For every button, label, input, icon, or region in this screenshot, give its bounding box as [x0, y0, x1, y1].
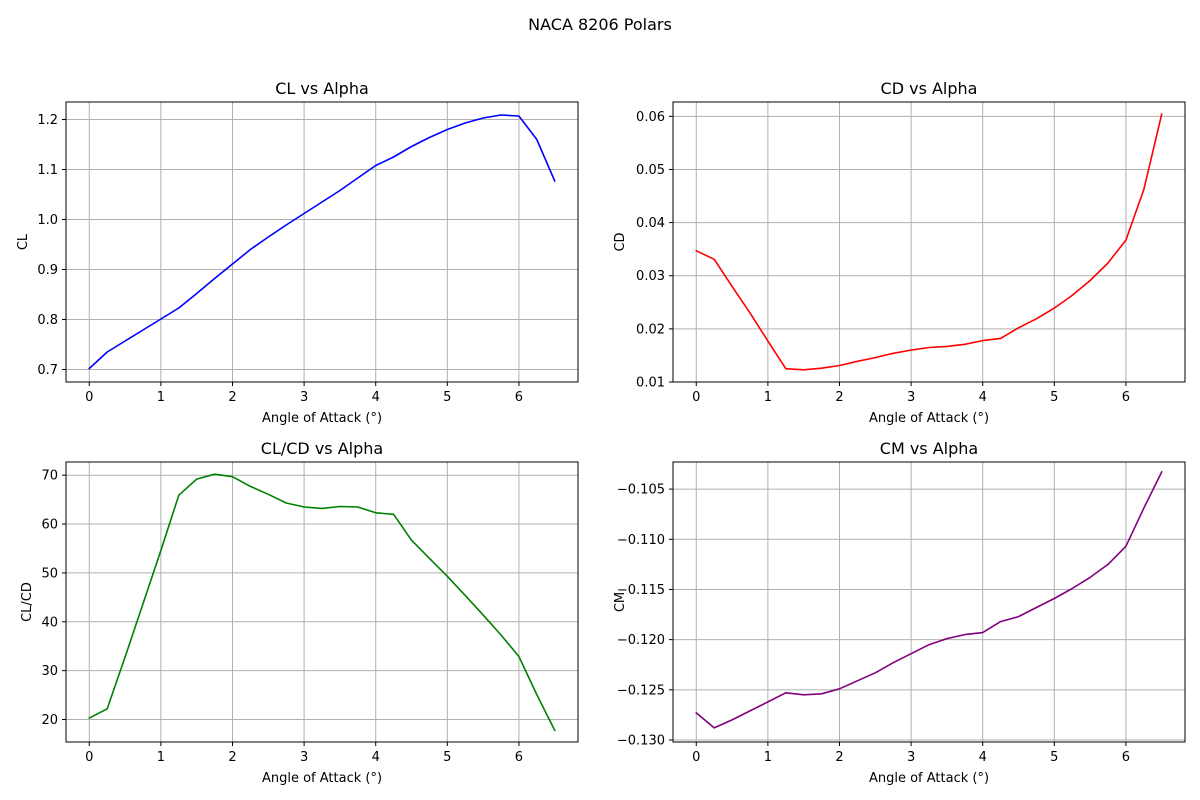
y-tick-label: −0.105 [617, 483, 665, 498]
plot-frame [65, 101, 579, 383]
x-tick-label: 2 [228, 390, 236, 405]
x-tick-label: 5 [443, 750, 451, 765]
y-tick-label: −0.110 [617, 533, 665, 548]
y-tick-label: −0.115 [617, 583, 665, 598]
x-tick-label: 5 [443, 390, 451, 405]
x-tick-label: 4 [979, 390, 987, 405]
y-tick-label: 0.01 [636, 376, 665, 391]
series-line [695, 470, 1163, 729]
subplot-title: CL/CD vs Alpha [261, 439, 383, 458]
y-axis-label: CL [16, 233, 31, 250]
subplot-3: 0 1 2 3 4 5 6 20 30 40 50 60 70 CL/CD vs Alpha Angle o… [20, 439, 579, 786]
y-tick-label: 0.03 [636, 269, 665, 284]
subplot-title: CM vs Alpha [880, 439, 978, 458]
y-tick-label: 30 [41, 664, 58, 679]
x-tick-label: 1 [157, 390, 165, 405]
y-tick-label: 1.1 [37, 163, 58, 178]
y-tick-label: 1.0 [37, 213, 58, 228]
series-line [88, 114, 556, 370]
y-tick-label: 0.02 [636, 322, 665, 337]
x-axis-label: Angle of Attack (°) [262, 771, 382, 786]
x-tick-label: 2 [835, 750, 843, 765]
x-tick-label: 3 [907, 750, 915, 765]
x-tick-label: 6 [1122, 750, 1130, 765]
x-tick-label: 5 [1050, 390, 1058, 405]
x-tick-label: 6 [1122, 390, 1130, 405]
plot-frame [672, 101, 1186, 383]
x-tick-label: 1 [764, 390, 772, 405]
x-tick-label: 0 [692, 390, 700, 405]
x-tick-label: 4 [372, 390, 380, 405]
x-tick-label: 1 [157, 750, 165, 765]
y-tick-label: 0.8 [37, 313, 58, 328]
y-tick-label: 60 [41, 518, 58, 533]
y-tick-label: 40 [41, 615, 58, 630]
y-tick-label: 50 [41, 566, 58, 581]
x-tick-label: 2 [228, 750, 236, 765]
plot-frame [65, 461, 579, 743]
y-tick-label: 0.7 [37, 363, 58, 378]
y-tick-label: 0.06 [636, 110, 665, 125]
series-line [695, 113, 1163, 371]
subplot-4: 0 1 2 3 4 5 6 −0.130 −0.125 −0.120 −0.115 −0.110 −0.… [613, 439, 1186, 786]
x-tick-label: 5 [1050, 750, 1058, 765]
x-tick-label: 0 [85, 750, 93, 765]
x-axis-label: Angle of Attack (°) [262, 411, 382, 426]
x-axis-label: Angle of Attack (°) [869, 411, 989, 426]
y-tick-label: 20 [41, 713, 58, 728]
x-tick-label: 2 [835, 390, 843, 405]
y-axis-label: CM [613, 592, 628, 612]
figure-title: NACA 8206 Polars [528, 15, 672, 34]
x-tick-label: 6 [515, 390, 523, 405]
y-axis-label: CL/CD [20, 582, 35, 622]
x-tick-label: 3 [907, 390, 915, 405]
x-tick-label: 0 [85, 390, 93, 405]
x-tick-label: 3 [300, 390, 308, 405]
y-axis-label: CD [613, 232, 628, 251]
y-tick-label: 0.05 [636, 163, 665, 178]
y-tick-label: 0.9 [37, 263, 58, 278]
x-axis-label: Angle of Attack (°) [869, 771, 989, 786]
x-tick-label: 3 [300, 750, 308, 765]
x-tick-label: 1 [764, 750, 772, 765]
series-line [88, 473, 556, 732]
y-tick-label: −0.130 [617, 733, 665, 748]
x-tick-label: 0 [692, 750, 700, 765]
x-tick-label: 6 [515, 750, 523, 765]
subplot-2: 0 1 2 3 4 5 6 0.01 0.02 0.03 0.04 0.05 0.06 CD vs Alp… [613, 79, 1186, 426]
x-tick-label: 4 [372, 750, 380, 765]
subplot-1: 0 1 2 3 4 5 6 0.7 0.8 0.9 1.0 1.1 1.2 CL vs Alpha Angl… [16, 79, 579, 426]
y-tick-label: 0.04 [636, 216, 665, 231]
y-tick-label: −0.125 [617, 683, 665, 698]
subplot-title: CL vs Alpha [275, 79, 369, 98]
y-tick-label: −0.120 [617, 633, 665, 648]
y-tick-label: 70 [41, 469, 58, 484]
y-tick-label: 1.2 [37, 113, 58, 128]
plot-frame [672, 461, 1186, 743]
subplot-title: CD vs Alpha [881, 79, 978, 98]
x-tick-label: 4 [979, 750, 987, 765]
